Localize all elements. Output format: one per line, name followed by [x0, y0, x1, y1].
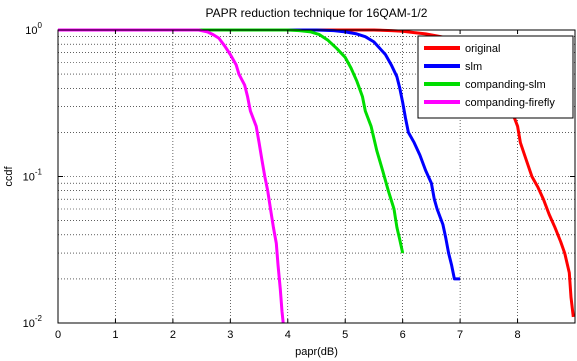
legend-label: companding-firefly	[465, 97, 555, 109]
x-tick-label: 7	[457, 329, 463, 341]
legend-item: slm	[424, 61, 482, 73]
x-tick-label: 2	[170, 329, 176, 341]
series-line-companding-slm	[58, 28, 405, 254]
legend-label: companding-slm	[465, 79, 546, 91]
x-tick-label: 8	[514, 329, 520, 341]
x-tick-label: 4	[285, 329, 291, 341]
x-axis-label: papr(dB)	[295, 346, 338, 358]
y-axis-label: ccdf	[3, 165, 15, 186]
chart-title: PAPR reduction technique for 16QAM-1/2	[206, 6, 428, 20]
x-tick-label: 6	[400, 329, 406, 341]
legend-item: companding-firefly	[424, 97, 555, 109]
y-tick-label: 10-2	[23, 314, 43, 330]
series-line-companding-firefly	[58, 28, 285, 324]
legend-label: slm	[465, 61, 482, 73]
legend-item: companding-slm	[424, 79, 546, 91]
legend-label: original	[465, 43, 500, 55]
x-tick-label: 0	[55, 329, 61, 341]
x-tick-label: 3	[227, 329, 233, 341]
y-tick-label: 10-1	[23, 168, 43, 184]
y-tick-label: 100	[25, 21, 42, 37]
legend-item: original	[424, 43, 500, 55]
x-tick-label: 5	[342, 329, 348, 341]
series-line-slm	[58, 28, 461, 281]
legend: original slm companding-slm companding-fire…	[417, 35, 574, 119]
x-tick-label: 1	[112, 329, 118, 341]
axis-ticks: 0 1 2 3 4 5 6 7 8 10-2 10-1 100	[23, 21, 575, 341]
